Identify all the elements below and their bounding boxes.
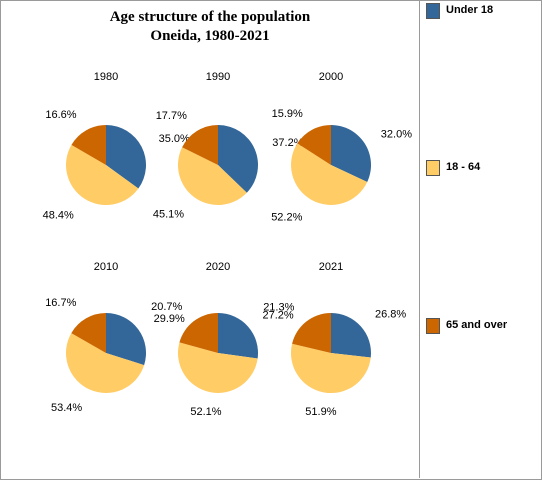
chart-title: Age structure of the population Oneida, …	[0, 8, 420, 46]
chart-title-line2: Oneida, 1980-2021	[150, 28, 270, 44]
pie-value-label-under-18: 29.9%	[154, 313, 185, 325]
pie-slice-18-64	[66, 144, 139, 205]
pie-1980: 1980 35.0% 48.4% 16.6%	[43, 71, 190, 221]
pie-value-label-18-64: 53.4%	[51, 402, 82, 414]
pie-2000: 2000 32.0% 52.2% 15.9%	[271, 71, 412, 224]
legend-swatch-65-and-over	[426, 318, 440, 334]
pie-slice-18-64	[290, 343, 371, 394]
pie-value-label-under-18: 32.0%	[381, 128, 412, 140]
pie-2020: 2020 27.2% 52.1% 20.7%	[151, 261, 294, 418]
pie-slice-under-18	[331, 125, 372, 182]
pie-slice-under-18	[106, 125, 146, 189]
pie-value-label-under-18: 26.8%	[375, 309, 406, 321]
legend-divider	[419, 0, 420, 478]
pie-year-label: 1980	[94, 71, 118, 83]
legend-swatch-18-64	[426, 160, 440, 176]
pie-value-label-18-64: 52.2%	[271, 212, 302, 224]
pie-value-label-18-64: 48.4%	[43, 209, 74, 221]
pie-value-label-18-64: 52.1%	[190, 406, 221, 418]
pie-value-label-65-and-over: 16.7%	[45, 297, 76, 309]
pie-value-label-under-18: 35.0%	[159, 133, 190, 145]
pie-2021: 2021 26.8% 51.9% 21.3%	[263, 261, 406, 418]
pie-value-label-65-and-over: 17.7%	[156, 110, 187, 122]
pie-value-label-65-and-over: 21.3%	[263, 302, 294, 314]
pie-slice-18-64	[177, 147, 247, 206]
pie-slice-65-and-over	[179, 312, 218, 353]
pie-year-label: 2010	[94, 261, 118, 273]
pie-slice-65-and-over	[71, 125, 106, 165]
pie-2010: 2010 29.9% 53.4% 16.7%	[45, 261, 185, 414]
pie-slice-under-18	[218, 313, 259, 359]
pie-slice-18-64	[291, 143, 368, 205]
pie-slice-under-18	[331, 313, 371, 358]
legend-swatch-under-18	[426, 3, 440, 19]
pie-slice-under-18	[106, 312, 147, 366]
pie-year-label: 2020	[206, 261, 230, 273]
pie-charts: 198035.0%48.4%16.6%199037.2%45.1%17.7%20…	[43, 71, 413, 418]
pie-year-label: 1990	[206, 71, 230, 83]
pie-slice-65-and-over	[182, 124, 218, 165]
pie-slice-under-18	[218, 125, 259, 193]
legend-label-under-18: Under 18	[446, 4, 494, 16]
pie-year-label: 2021	[319, 261, 343, 273]
pie-value-label-18-64: 45.1%	[153, 208, 184, 220]
legend-label-18-64: 18 - 64	[446, 161, 481, 173]
pie-value-label-18-64: 51.9%	[305, 406, 336, 418]
chart-title-line1: Age structure of the population	[109, 9, 311, 25]
pie-value-label-65-and-over: 16.6%	[45, 109, 76, 121]
pie-value-label-65-and-over: 15.9%	[272, 108, 303, 120]
pie-year-label: 2000	[319, 71, 343, 83]
pie-value-label-65-and-over: 20.7%	[151, 301, 182, 313]
pie-slice-18-64	[65, 333, 145, 394]
pie-slice-65-and-over	[71, 313, 106, 353]
pie-slice-65-and-over	[297, 124, 331, 165]
pie-value-label-under-18: 27.2%	[263, 309, 294, 321]
legend-label-65-and-over: 65 and over	[446, 319, 508, 331]
pie-slice-18-64	[178, 342, 258, 393]
pie-slice-65-and-over	[292, 313, 331, 353]
